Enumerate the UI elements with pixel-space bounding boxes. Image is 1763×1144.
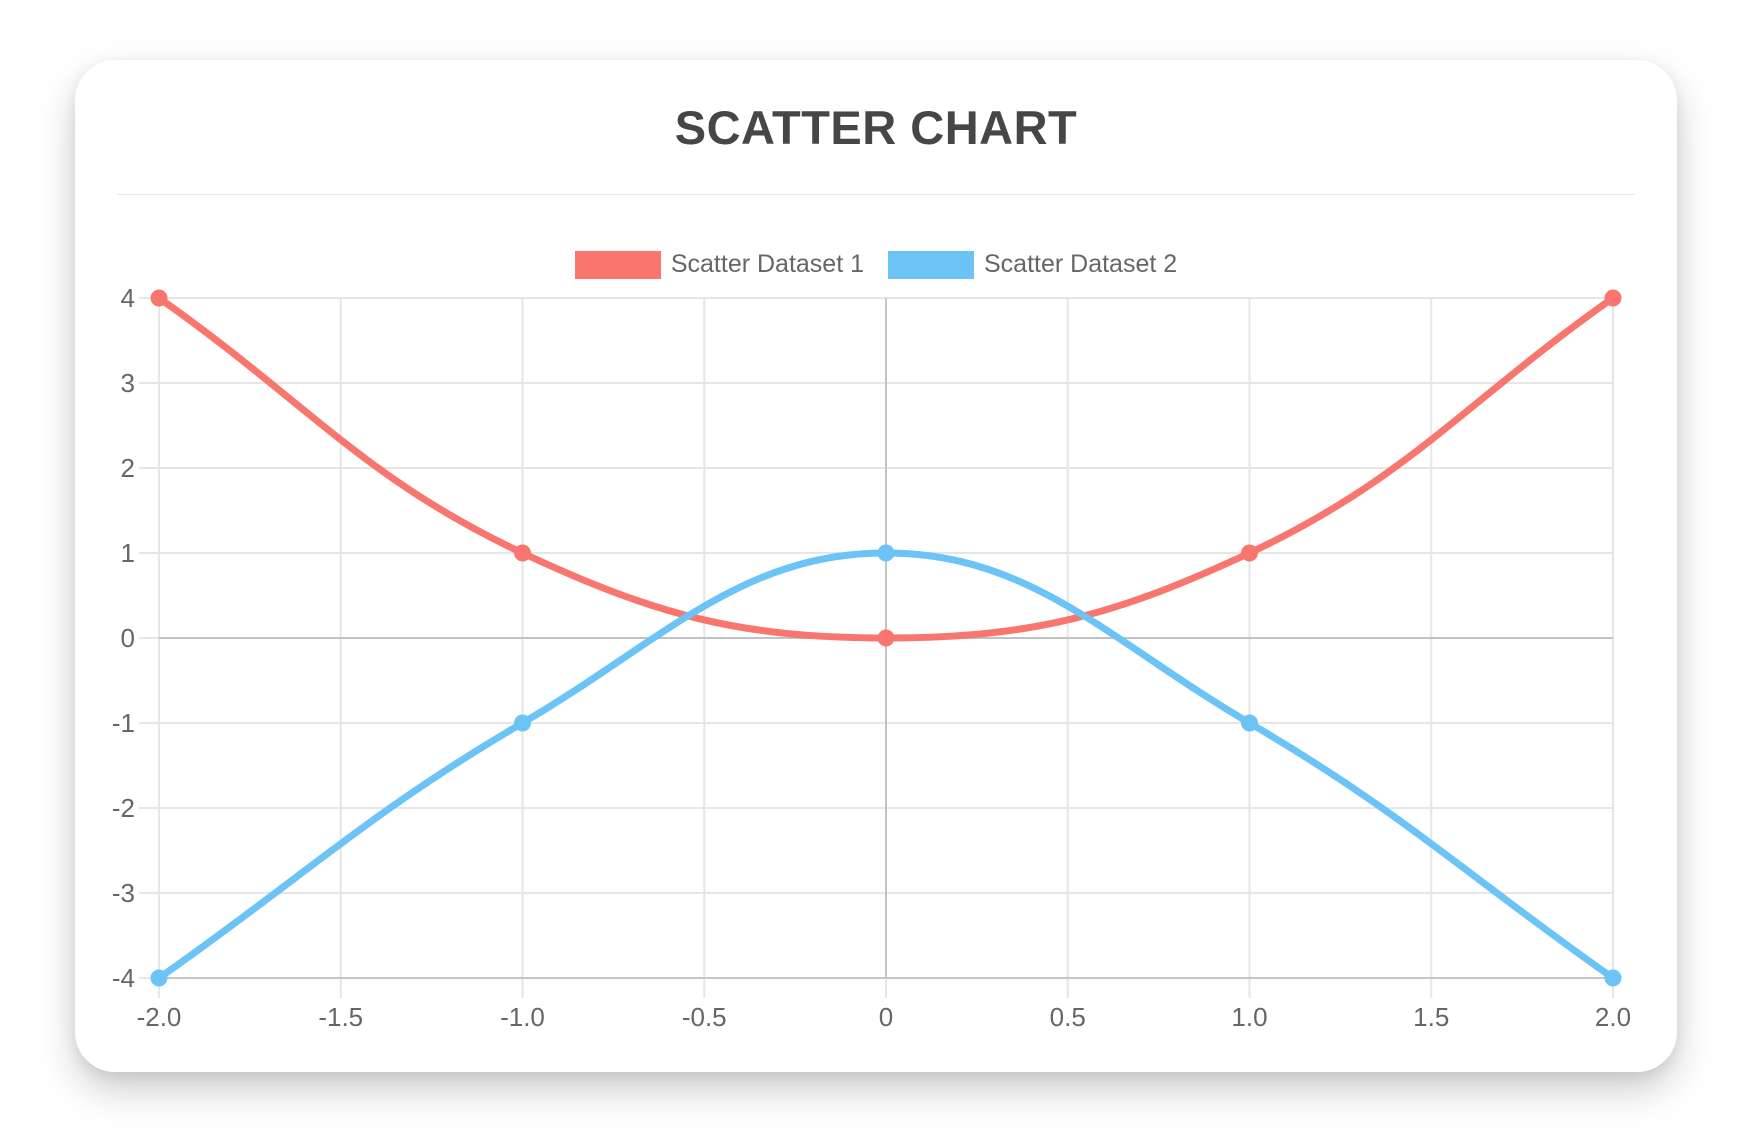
legend-label-dataset-2: Scatter Dataset 2 xyxy=(984,250,1178,278)
data-point-series-2[interactable] xyxy=(1241,714,1258,732)
y-tick-label: -4 xyxy=(112,963,135,993)
y-tick-label: 3 xyxy=(121,368,135,398)
data-point-series-1[interactable] xyxy=(150,289,168,307)
y-tick-label: 0 xyxy=(121,623,135,653)
data-point-series-1[interactable] xyxy=(1241,544,1258,562)
scatter-plot-canvas[interactable]: -2.0 -1.5 -1.0 -0.5 0 0.5 1.0 1.5 2.0 4 3 2 1 0 -1 -2 -3… xyxy=(75,60,1677,1072)
data-point-series-1[interactable] xyxy=(877,629,895,647)
x-tick-label: -1.5 xyxy=(318,1002,363,1032)
chart-title: SCATTER CHART xyxy=(674,101,1078,154)
y-tick-label: -2 xyxy=(112,793,135,823)
x-tick-label: -2.0 xyxy=(137,1002,182,1032)
x-tick-label: 1.5 xyxy=(1413,1002,1449,1032)
chart-card: SCATTER CHART Scatter Dataset 1 Scatter … xyxy=(75,60,1677,1072)
y-tick-label: 2 xyxy=(121,453,135,483)
x-tick-label: 0.5 xyxy=(1050,1002,1086,1032)
data-point-series-2[interactable] xyxy=(150,969,168,987)
data-point-series-1[interactable] xyxy=(514,544,531,562)
x-tick-label: -0.5 xyxy=(682,1002,727,1032)
data-point-series-2[interactable] xyxy=(877,544,895,562)
y-tick-label: 1 xyxy=(121,538,135,568)
data-point-series-1[interactable] xyxy=(1604,289,1622,307)
legend-swatch-dataset-1[interactable] xyxy=(574,250,661,279)
legend-swatch-dataset-2[interactable] xyxy=(888,250,974,279)
data-point-series-2[interactable] xyxy=(1604,969,1622,987)
legend-item-dataset-2[interactable]: Scatter Dataset 2 xyxy=(888,250,1177,279)
legend-label-dataset-1: Scatter Dataset 1 xyxy=(670,250,864,278)
legend-item-dataset-1[interactable]: Scatter Dataset 1 xyxy=(574,250,864,279)
title-divider xyxy=(117,194,1635,195)
x-tick-label: 0 xyxy=(879,1002,893,1032)
x-tick-label: 1.0 xyxy=(1231,1002,1267,1032)
x-tick-label: 2.0 xyxy=(1595,1002,1631,1032)
y-tick-label: -1 xyxy=(112,708,135,738)
chart-legend: Scatter Dataset 1 Scatter Dataset 2 xyxy=(75,250,1677,279)
x-tick-label: -1.0 xyxy=(500,1002,545,1032)
y-tick-label: -3 xyxy=(112,878,135,908)
y-tick-label: 4 xyxy=(121,283,135,313)
data-point-series-2[interactable] xyxy=(514,714,531,732)
